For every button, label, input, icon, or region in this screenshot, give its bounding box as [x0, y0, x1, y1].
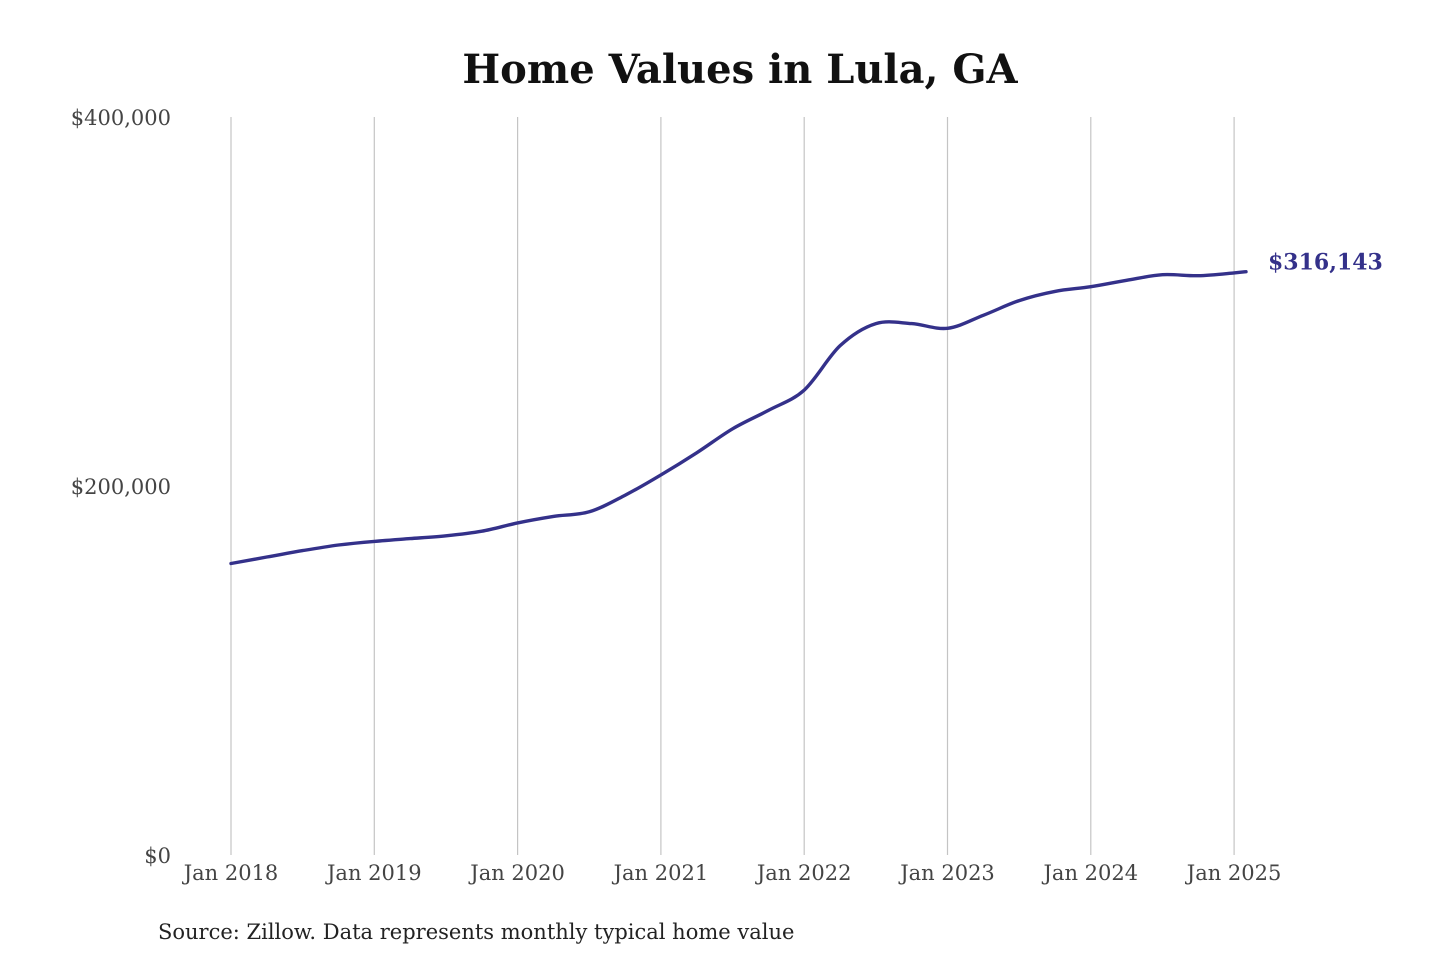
x-tick-label: Jan 2022 — [755, 861, 852, 885]
x-tick-label: Jan 2024 — [1042, 861, 1139, 885]
gridlines — [230, 117, 1235, 855]
x-tick-label: Jan 2021 — [612, 861, 709, 885]
source-note: Source: Zillow. Data represents monthly … — [158, 920, 794, 944]
x-tick-label: Jan 2025 — [1185, 861, 1282, 885]
x-tick-label: Jan 2018 — [182, 861, 279, 885]
home-value-series-line — [229, 270, 1248, 566]
chart-title: Home Values in Lula, GA — [462, 46, 1018, 93]
x-tick-label: Jan 2020 — [468, 861, 565, 885]
y-tick-label: $200,000 — [71, 475, 171, 499]
x-tick-label: Jan 2023 — [898, 861, 995, 885]
y-axis-tick-labels: $0 $200,000 $400,000 — [71, 106, 171, 868]
latest-value-label: $316,143 — [1268, 250, 1383, 276]
x-axis-tick-labels: Jan 2018 Jan 2019 Jan 2020 Jan 2021 Jan 2022… — [182, 861, 1282, 885]
y-tick-label: $0 — [144, 844, 171, 868]
x-tick-label: Jan 2019 — [325, 861, 422, 885]
y-tick-label: $400,000 — [71, 106, 171, 130]
